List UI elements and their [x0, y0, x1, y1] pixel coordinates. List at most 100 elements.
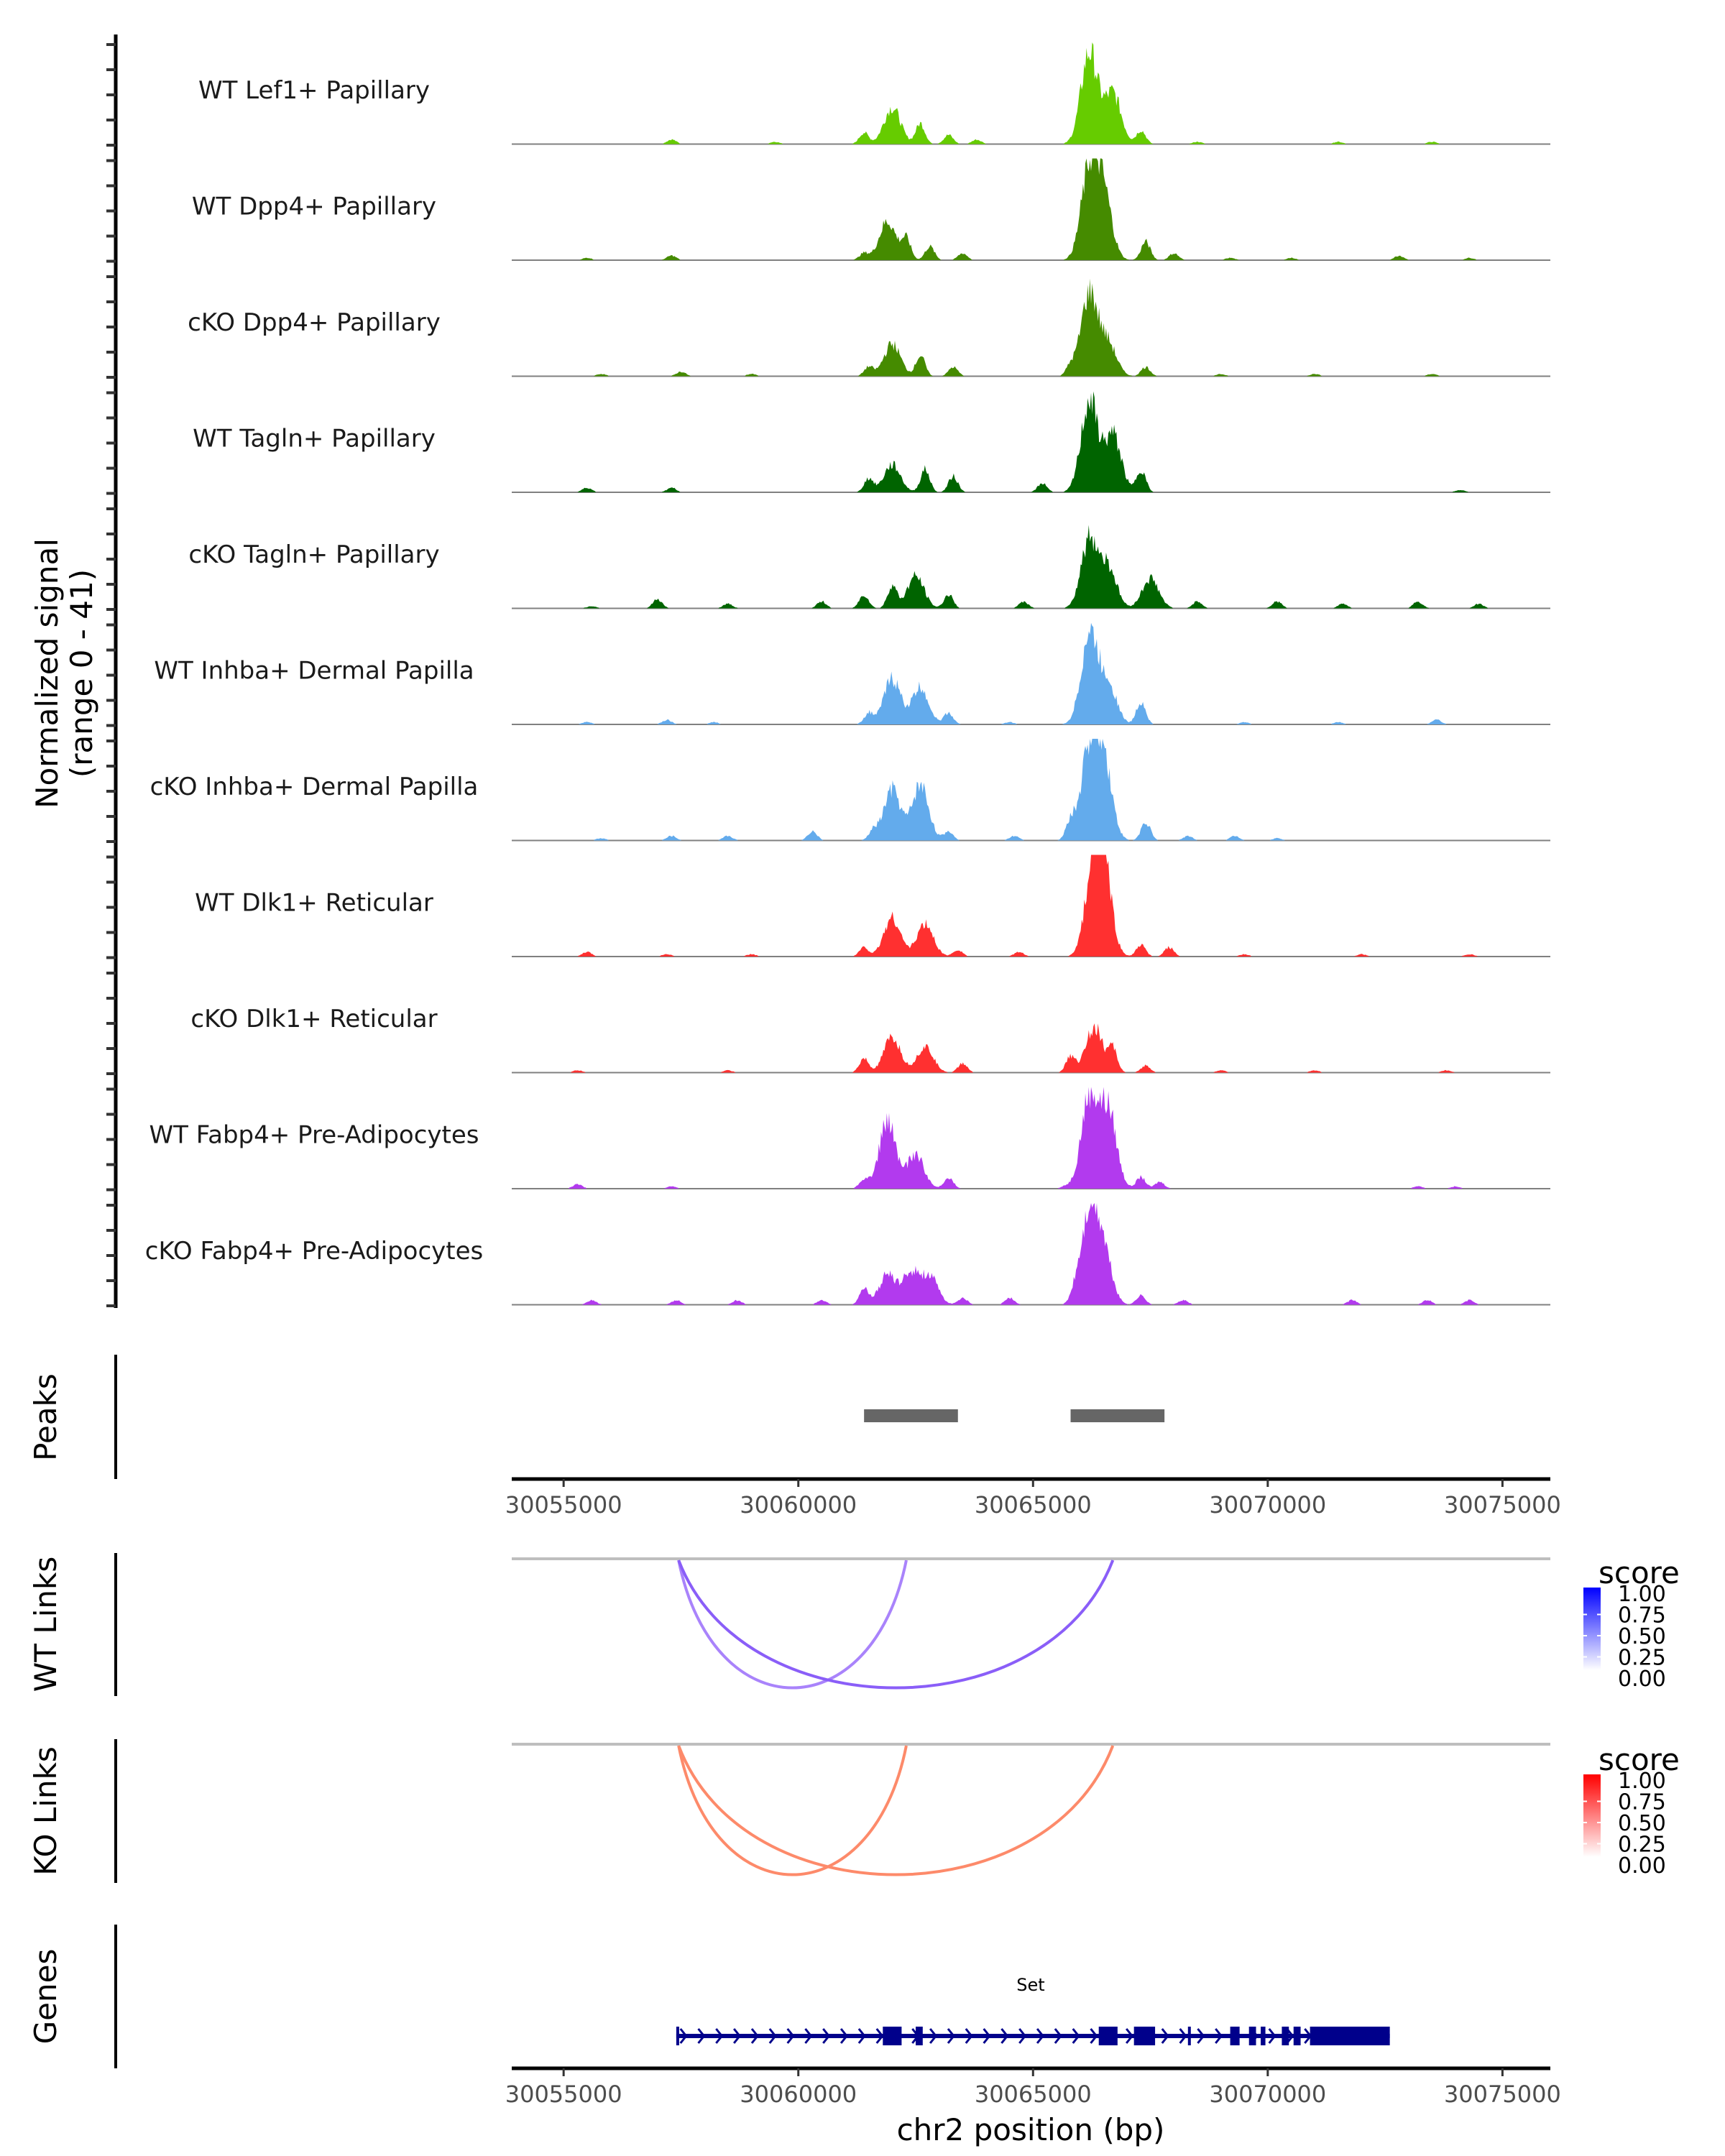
signal-track: cKO Inhba+ Dermal Papilla	[150, 739, 1550, 842]
strand-arrow-icon	[947, 2028, 955, 2044]
wt-link-arc	[677, 1560, 1115, 1690]
strand-arrow-icon	[1268, 2028, 1276, 2044]
wt-legend-colorbar	[1583, 1588, 1601, 1670]
signal-y-title-line1: Normalized signal	[29, 538, 65, 808]
signal-tracks: WT Lef1+ Papillary WT Dpp4+ Papillary cKO …	[145, 42, 1550, 1306]
strand-arrow-icon	[750, 2028, 759, 2044]
gene-exon	[1282, 2027, 1289, 2045]
wt-link-arc	[677, 1560, 908, 1690]
strand-arrow-icon	[857, 2028, 866, 2044]
strand-arrow-icon	[786, 2028, 795, 2044]
signal-track: cKO Fabp4+ Pre-Adipocytes	[145, 1203, 1550, 1306]
track-label: WT Dpp4+ Papillary	[192, 193, 436, 221]
gene-exon	[1310, 2027, 1390, 2045]
gene-exon	[1098, 2027, 1118, 2045]
gene-exon	[1293, 2027, 1301, 2045]
x-axis-peaks-tick-label: 30065000	[975, 1491, 1092, 1519]
gene-exon	[883, 2027, 902, 2045]
signal-track: WT Dpp4+ Papillary	[192, 158, 1550, 261]
signal-area	[512, 278, 1550, 377]
wt-links-label: WT Links	[28, 1557, 63, 1692]
strand-arrow-icon	[1018, 2028, 1027, 2044]
strand-arrow-icon	[822, 2028, 831, 2044]
track-label: WT Fabp4+ Pre-Adipocytes	[150, 1121, 479, 1150]
strand-arrow-icon	[1000, 2028, 1009, 2044]
track-label: cKO Tagln+ Papillary	[188, 540, 439, 569]
signal-area	[512, 1087, 1550, 1189]
track-label: WT Lef1+ Papillary	[198, 76, 430, 105]
wt-legend-ticks: 1.000.750.500.250.00	[1583, 1582, 1666, 1692]
peaks-label: Peaks	[28, 1373, 63, 1461]
gene-model-set	[676, 2027, 1390, 2045]
strand-arrow-icon	[965, 2028, 973, 2044]
ko-legend-ticks: 1.000.750.500.250.00	[1583, 1769, 1666, 1879]
peak-regions	[864, 1409, 1165, 1422]
strand-arrow-icon	[715, 2028, 724, 2044]
ko-legend-tick-label: 0.50	[1618, 1811, 1666, 1836]
wt-link-arcs	[677, 1560, 1115, 1690]
x-axis-peaks-tick-label: 30075000	[1444, 1491, 1561, 1519]
strand-arrow-icon	[929, 2028, 938, 2044]
signal-area	[512, 391, 1550, 492]
strand-arrow-icon	[679, 2028, 688, 2044]
x-axis-peaks: 30055000 30060000 30065000 30070000 30075000	[505, 1477, 1561, 1519]
strand-arrow-icon	[768, 2028, 777, 2044]
x-axis-bottom-tick-label: 30060000	[740, 2081, 857, 2108]
ko-link-arc	[677, 1745, 1115, 1876]
track-label: cKO Dpp4+ Papillary	[188, 308, 441, 337]
x-axis-peaks-tick-label: 30060000	[740, 1491, 857, 1519]
gene-exon	[1133, 2027, 1156, 2045]
wt-legend-tick-label: 1.00	[1618, 1582, 1666, 1607]
signal-track: cKO Tagln+ Papillary	[188, 525, 1550, 609]
x-axis-bottom-tick-label: 30055000	[505, 2081, 622, 2108]
signal-track: WT Fabp4+ Pre-Adipocytes	[150, 1087, 1550, 1189]
ko-legend-title: score	[1598, 1742, 1680, 1777]
peak-region	[864, 1409, 958, 1422]
ko-legend-colorbar	[1583, 1774, 1601, 1857]
x-axis-bottom: 30055000 30060000 30065000 30070000 30075000	[505, 2066, 1561, 2108]
peak-region	[1070, 1409, 1165, 1422]
gene-name-label: Set	[1016, 1975, 1044, 1995]
wt-legend-title: score	[1598, 1555, 1680, 1590]
signal-area	[512, 1203, 1550, 1305]
ko-link-arc	[677, 1745, 908, 1876]
x-axis-bottom-tick-label: 30075000	[1444, 2081, 1561, 2108]
track-label: WT Dlk1+ Reticular	[195, 889, 433, 918]
signal-track: cKO Dpp4+ Papillary	[188, 278, 1550, 377]
ko-legend-tick-label: 1.00	[1618, 1769, 1666, 1794]
x-axis-bottom-tick-label: 30070000	[1209, 2081, 1326, 2108]
signal-track: WT Dlk1+ Reticular	[195, 854, 1550, 957]
strand-arrow-icon	[1125, 2028, 1134, 2044]
gene-exon	[1261, 2027, 1266, 2045]
wt-legend-tick-label: 0.50	[1618, 1624, 1666, 1649]
signal-track: WT Inhba+ Dermal Papilla	[154, 622, 1550, 725]
signal-track: cKO Dlk1+ Reticular	[190, 1005, 1550, 1074]
strand-arrow-icon	[840, 2028, 848, 2044]
signal-area	[512, 1023, 1550, 1073]
gene-exon	[1230, 2027, 1240, 2045]
strand-arrow-icon	[1036, 2028, 1044, 2044]
gene-exon	[1187, 2027, 1191, 2045]
strand-arrow-icon	[1215, 2028, 1223, 2044]
ko-score-legend: score 1.000.750.500.250.00	[1583, 1742, 1680, 1879]
track-label: cKO Fabp4+ Pre-Adipocytes	[145, 1237, 484, 1266]
gene-exon	[676, 2027, 679, 2045]
gene-exon	[915, 2027, 923, 2045]
x-axis-peaks-tick-label: 30055000	[505, 1491, 622, 1519]
ko-links-label: KO Links	[28, 1746, 63, 1876]
ko-legend-tick-label: 0.25	[1618, 1833, 1666, 1858]
signal-track: WT Tagln+ Papillary	[193, 391, 1550, 493]
track-label: cKO Inhba+ Dermal Papilla	[150, 773, 479, 801]
wt-legend-tick-label: 0.00	[1618, 1667, 1666, 1692]
ko-legend-tick-label: 0.00	[1618, 1853, 1666, 1879]
strand-arrow-icon	[697, 2028, 706, 2044]
strand-arrow-icon	[875, 2028, 884, 2044]
strand-arrow-icon	[1072, 2028, 1080, 2044]
wt-legend-tick-label: 0.75	[1618, 1603, 1666, 1628]
x-axis-peaks-tick-label: 30070000	[1209, 1491, 1326, 1519]
wt-legend-tick-label: 0.25	[1618, 1646, 1666, 1671]
signal-y-title-line2: (range 0 - 41)	[64, 569, 99, 778]
strand-arrow-icon	[1179, 2028, 1187, 2044]
track-label: WT Tagln+ Papillary	[193, 425, 436, 453]
